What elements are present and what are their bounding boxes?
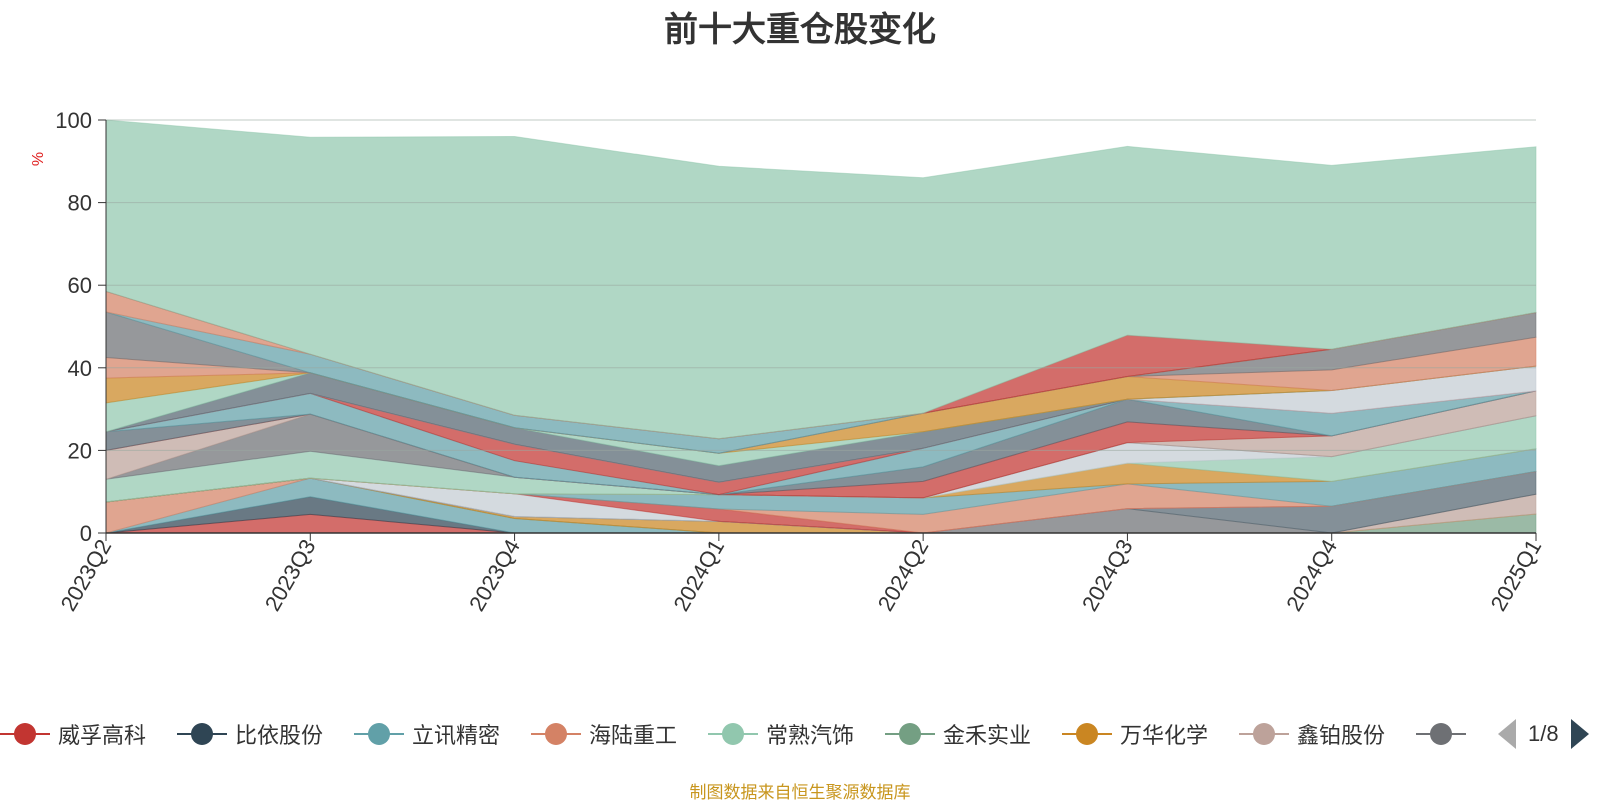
y-tick-label-100: 100 — [55, 108, 92, 133]
legend-label: 海陆重工 — [589, 724, 678, 749]
data-source-note: 制图数据来自恒生聚源数据库 — [689, 783, 911, 803]
x-tick-label-4: 2024Q2 — [873, 535, 934, 615]
legend-item-4[interactable]: 常熟汽饰 — [708, 716, 854, 752]
legend-item-2[interactable]: 立讯精密 — [354, 716, 500, 752]
legend-item-1[interactable]: 比依股份 — [177, 716, 323, 752]
legend-pager: 1/8 — [1498, 716, 1589, 752]
y-tick-label-60: 60 — [68, 273, 92, 298]
legend-item-5[interactable]: 金禾实业 — [885, 716, 1031, 752]
legend-item-0[interactable]: 威孚高科 — [0, 716, 146, 752]
legend-label: 万华化学 — [1120, 724, 1209, 749]
legend-label: 鑫铂股份 — [1297, 724, 1386, 749]
x-tick-label-0: 2023Q2 — [56, 535, 117, 615]
legend-marker-icon — [177, 716, 227, 752]
legend-marker-icon — [354, 716, 404, 752]
y-axis-unit: % — [30, 151, 48, 167]
x-tick-label-7: 2025Q1 — [1486, 535, 1547, 615]
legend-label: 比依股份 — [235, 724, 324, 749]
stacked-area-chart: 0 20 40 60 80 100 2023Q2 2023Q3 2023Q4 2024Q1 2024… — [55, 108, 1547, 615]
legend-marker-icon — [708, 716, 758, 752]
x-tick-label-2: 2023Q4 — [464, 535, 525, 615]
legend-next-page-button[interactable] — [1570, 719, 1589, 749]
x-tick-label-3: 2024Q1 — [668, 535, 729, 615]
legend: 威孚高科 比依股份 立讯精密 海陆重工 常熟汽饰 金禾实业 万华化学 鑫铂股份 天 — [0, 716, 1470, 752]
legend-label: 威孚高科 — [58, 724, 147, 749]
legend-prev-page-button[interactable] — [1498, 719, 1516, 749]
y-tick-label-40: 40 — [68, 356, 92, 381]
y-tick-label-0: 0 — [80, 521, 92, 546]
legend-marker-icon — [885, 716, 935, 752]
legend-marker-icon — [1416, 716, 1466, 752]
legend-marker-icon — [0, 716, 50, 752]
x-tick-label-5: 2024Q3 — [1077, 535, 1138, 615]
legend-label: 常熟汽饰 — [766, 724, 855, 749]
y-tick-label-80: 80 — [68, 191, 92, 216]
series-area-32 — [105, 119, 1537, 440]
legend-item-7[interactable]: 鑫铂股份 — [1239, 716, 1385, 752]
legend-marker-icon — [1062, 716, 1112, 752]
legend-item-8[interactable]: 天 — [1416, 716, 1470, 752]
x-tick-label-6: 2024Q4 — [1281, 535, 1342, 615]
legend-page-indicator: 1/8 — [1528, 721, 1559, 746]
y-tick-label-20: 20 — [68, 438, 92, 463]
legend-marker-icon — [1239, 716, 1289, 752]
legend-item-6[interactable]: 万华化学 — [1062, 716, 1208, 752]
legend-label: 立讯精密 — [412, 724, 501, 749]
legend-label: 金禾实业 — [943, 724, 1032, 749]
chart-title: 前十大重仓股变化 — [664, 10, 936, 50]
x-tick-label-1: 2023Q3 — [260, 535, 321, 615]
legend-marker-icon — [531, 716, 581, 752]
legend-item-3[interactable]: 海陆重工 — [531, 716, 677, 752]
